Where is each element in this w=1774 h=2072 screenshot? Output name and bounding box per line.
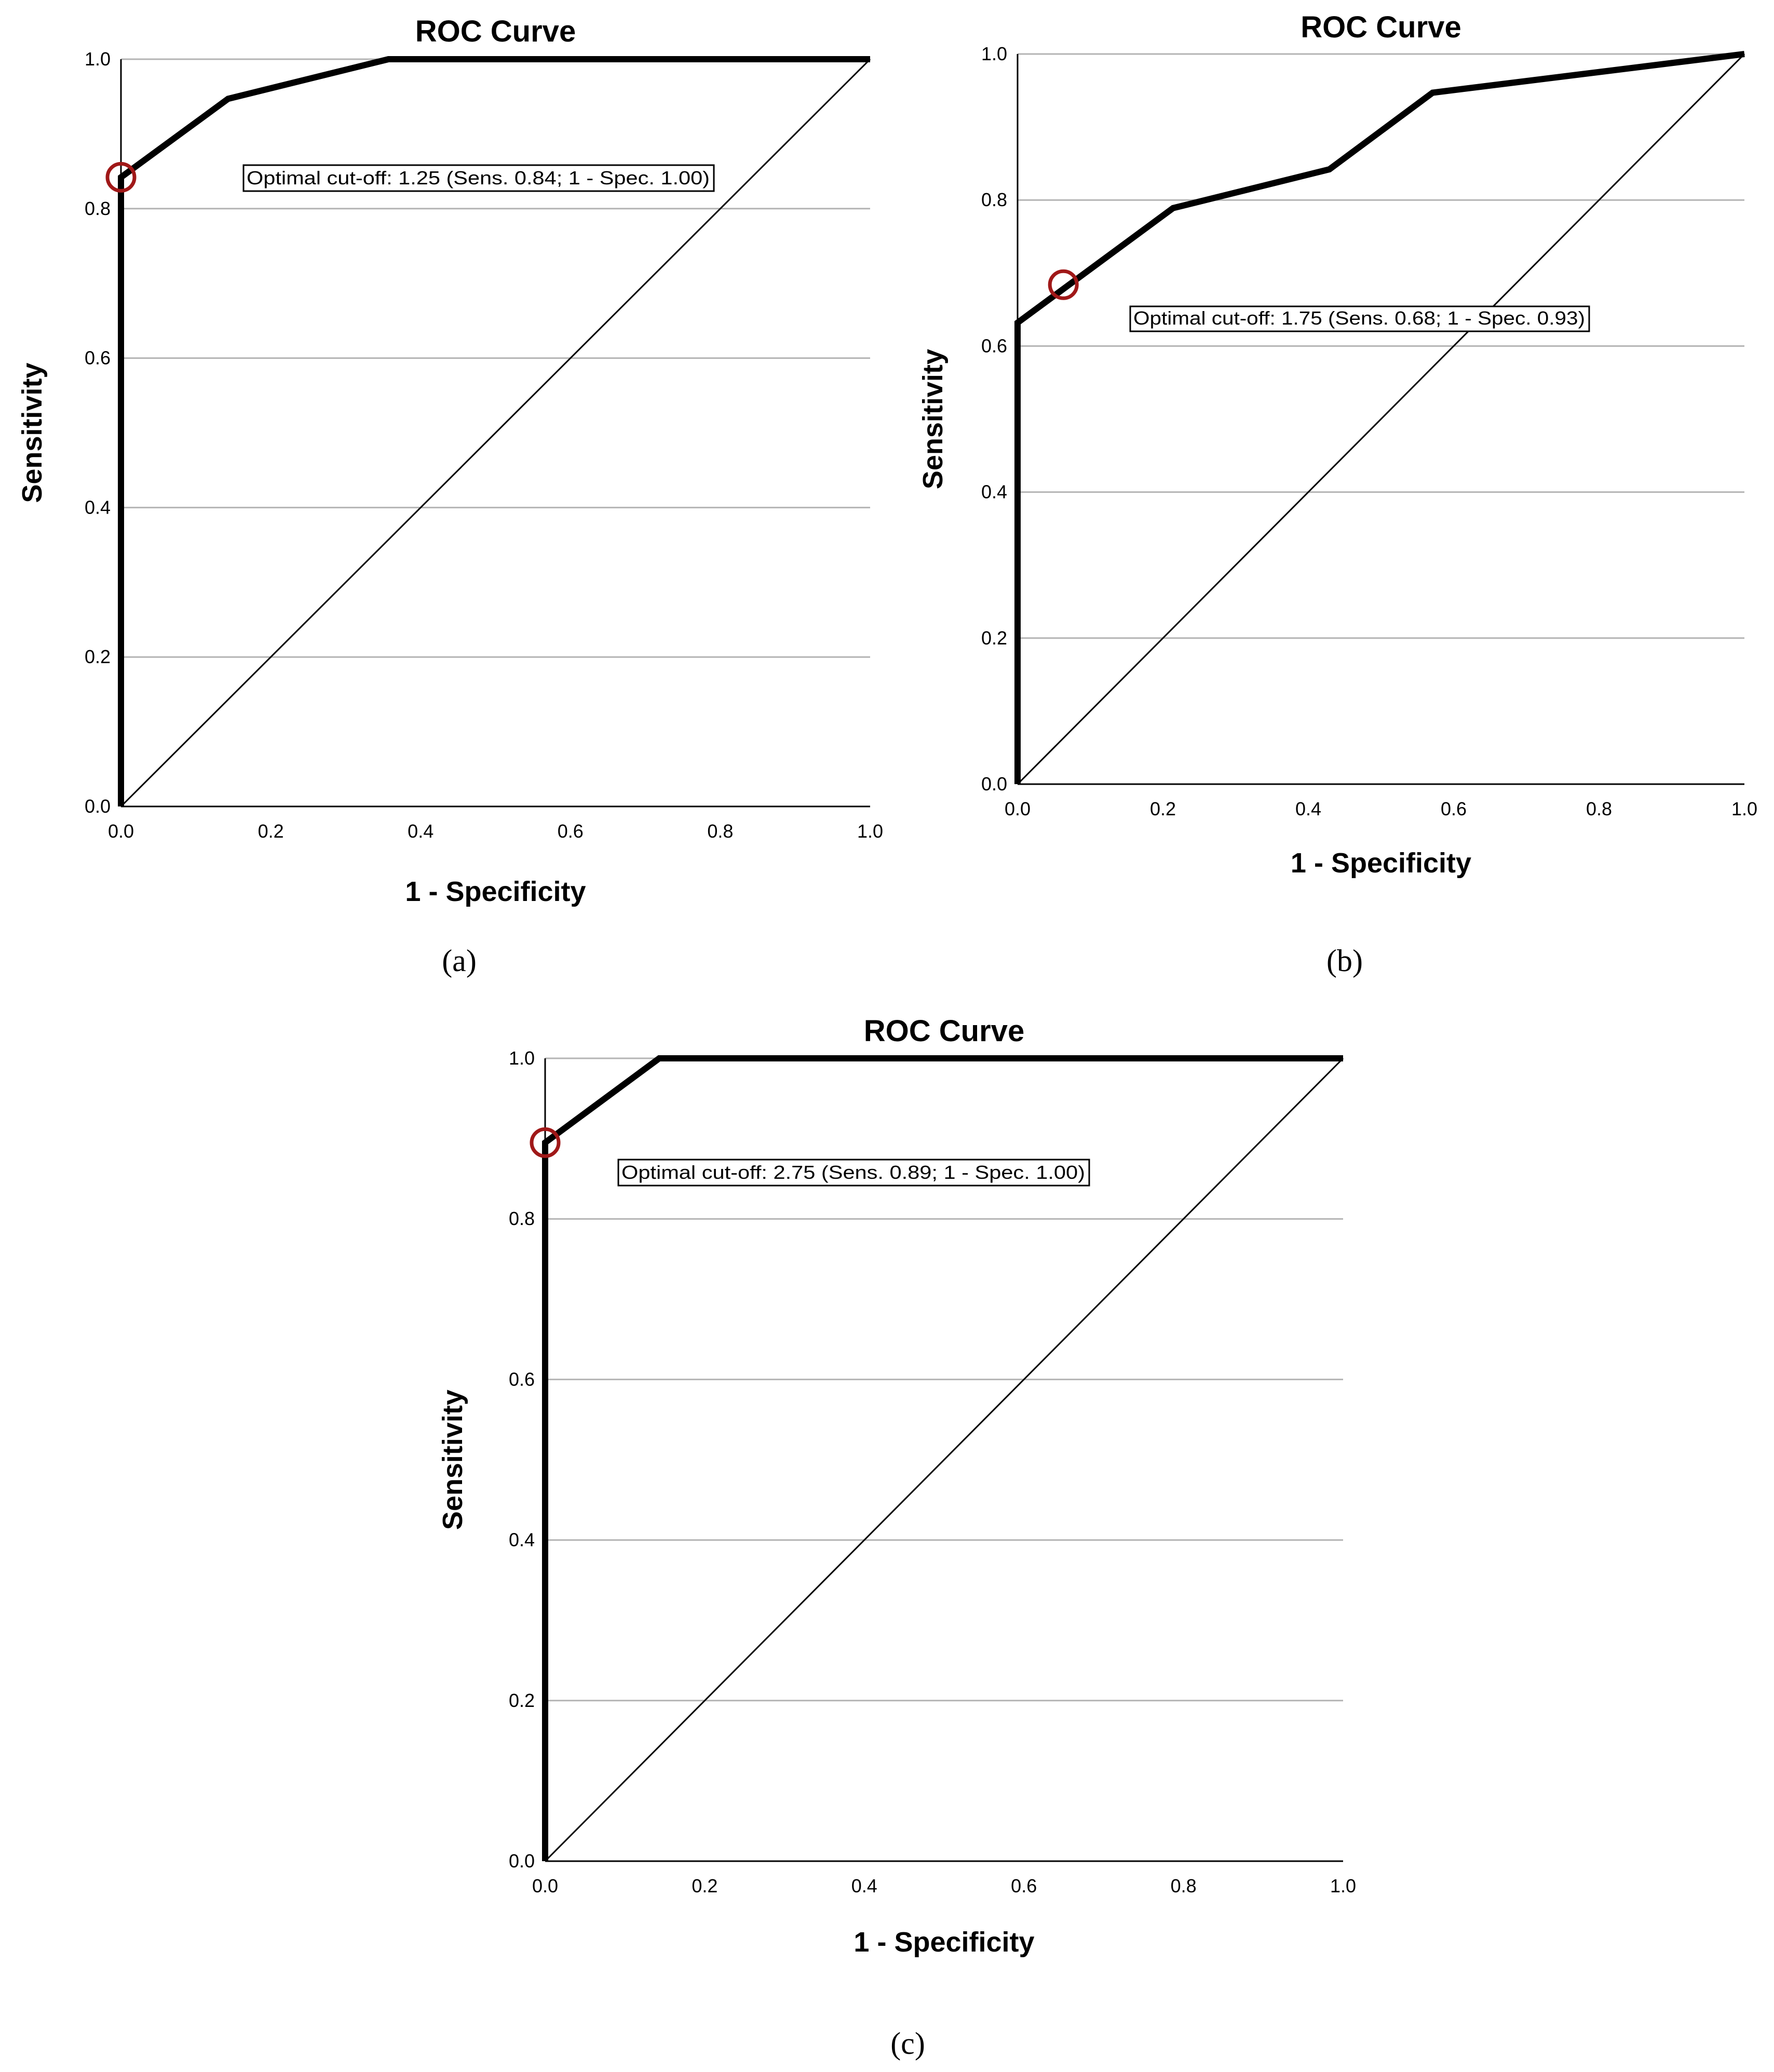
- x-tick-label: 0.4: [851, 1875, 877, 1896]
- roc-curve-line: [1014, 51, 1745, 784]
- roc-chart-1: 0.0 0.2 0.4 0.6 0.8 1.0 0.0 0.2 0.4 0.6 0.8 1.0 Opti…: [17, 15, 883, 978]
- x-tick-label: 0.4: [408, 820, 434, 842]
- y-tick-label: 0.2: [85, 646, 111, 667]
- panel-label: (a): [442, 944, 477, 978]
- annotation-text: Optimal cut-off: 1.75 (Sens. 0.68; 1 - S…: [1133, 307, 1585, 329]
- x-tick-label: 0.8: [1171, 1875, 1197, 1896]
- x-tick-label: 0.6: [558, 820, 584, 842]
- x-tick-label: 0.2: [1150, 798, 1176, 819]
- y-tick-label: 0.6: [509, 1368, 535, 1390]
- x-tick-label: 0.0: [1005, 798, 1031, 819]
- y-tick-label: 0.8: [509, 1208, 535, 1229]
- y-tick-label: 0.4: [981, 481, 1007, 503]
- annotation-box: [617, 1159, 1090, 1187]
- annotation-text: Optimal cut-off: 2.75 (Sens. 0.89; 1 - S…: [621, 1162, 1085, 1183]
- reference-diagonal-line: [1017, 53, 1745, 785]
- chart-title: ROC Curve: [864, 1014, 1024, 1048]
- y-tick-label: 1.0: [981, 43, 1007, 64]
- annotation-text: Optimal cut-off: 1.25 (Sens. 0.84; 1 - S…: [247, 167, 710, 189]
- annotation-box: [1129, 305, 1590, 332]
- y-tick-label: 0.2: [509, 1690, 535, 1711]
- roc-curve-line: [118, 56, 870, 806]
- roc-curve-line: [542, 1055, 1343, 1861]
- optimal-point-marker: [530, 1127, 561, 1158]
- x-tick-label: 1.0: [1731, 798, 1757, 819]
- y-axis-title: Sensitivity: [17, 362, 48, 503]
- x-tick-label: 0.8: [1586, 798, 1612, 819]
- x-tick-label: 1.0: [857, 820, 883, 842]
- y-tick-label: 0.8: [981, 189, 1007, 210]
- y-axis-title: Sensitivity: [917, 349, 949, 489]
- chart-title: ROC Curve: [1301, 10, 1461, 44]
- optimal-point-marker: [105, 162, 137, 193]
- panel-label: (c): [890, 2026, 925, 2061]
- y-tick-label: 0.2: [981, 627, 1007, 649]
- reference-diagonal-line: [120, 58, 871, 808]
- y-tick-label: 0.0: [509, 1850, 535, 1872]
- optimal-point-marker: [1048, 269, 1079, 300]
- x-tick-label: 0.0: [532, 1875, 558, 1896]
- x-axis-title: 1 - Specificity: [854, 1927, 1034, 1958]
- roc-chart-2: 0.0 0.2 0.4 0.6 0.8 1.0 0.0 0.2 0.4 0.6 0.8 1.0 Opti…: [917, 10, 1757, 978]
- y-tick-label: 0.0: [85, 796, 111, 817]
- x-tick-label: 0.4: [1295, 798, 1321, 819]
- x-axis-title: 1 - Specificity: [1291, 847, 1471, 879]
- x-tick-label: 0.8: [707, 820, 733, 842]
- x-tick-label: 1.0: [1330, 1875, 1356, 1896]
- y-tick-label: 0.4: [509, 1529, 535, 1551]
- y-tick-label: 0.6: [85, 347, 111, 369]
- y-tick-label: 0.0: [981, 773, 1007, 795]
- reference-diagonal-line: [544, 1057, 1344, 1862]
- roc-chart-3: 0.0 0.2 0.4 0.6 0.8 1.0 0.0 0.2 0.4 0.6 0.8 1.0 Opti…: [437, 1014, 1356, 2061]
- x-tick-label: 0.6: [1441, 798, 1467, 819]
- panel-label: (b): [1326, 944, 1363, 978]
- y-axis-title: Sensitivity: [437, 1390, 468, 1530]
- y-tick-label: 0.8: [85, 198, 111, 219]
- y-tick-label: 1.0: [85, 48, 111, 70]
- x-tick-label: 0.6: [1011, 1875, 1037, 1896]
- x-tick-label: 0.0: [108, 820, 134, 842]
- chart-title: ROC Curve: [415, 15, 576, 48]
- annotation-box: [242, 164, 715, 192]
- y-tick-label: 0.6: [981, 335, 1007, 356]
- x-tick-label: 0.2: [692, 1875, 717, 1896]
- x-axis-title: 1 - Specificity: [405, 876, 586, 907]
- x-tick-label: 0.2: [258, 820, 284, 842]
- y-tick-label: 1.0: [509, 1047, 535, 1069]
- y-tick-label: 0.4: [85, 496, 111, 518]
